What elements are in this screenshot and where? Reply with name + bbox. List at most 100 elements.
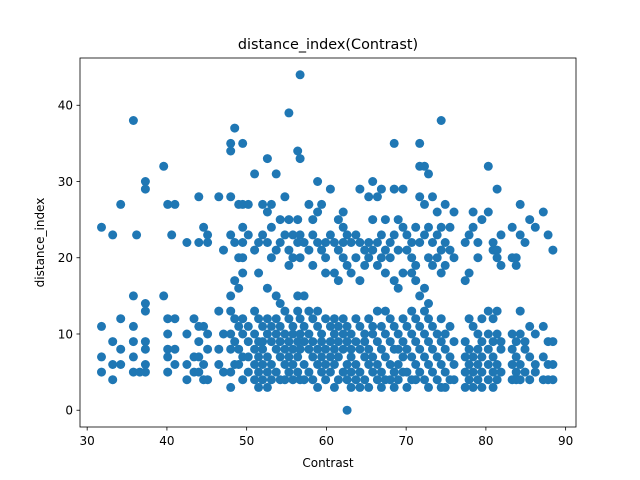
data-point xyxy=(525,321,535,331)
data-point xyxy=(525,352,535,362)
data-point xyxy=(473,329,483,339)
data-point xyxy=(355,238,365,247)
data-point xyxy=(230,276,240,286)
data-point xyxy=(163,314,173,324)
data-point xyxy=(295,154,305,164)
data-point xyxy=(266,337,276,347)
data-point xyxy=(445,321,455,331)
data-point xyxy=(440,382,450,392)
data-point xyxy=(473,344,483,354)
data-point xyxy=(351,230,361,240)
data-point xyxy=(266,360,276,369)
data-point xyxy=(288,360,298,369)
data-point xyxy=(329,382,339,392)
data-point xyxy=(385,337,395,347)
data-point xyxy=(496,230,506,240)
data-point xyxy=(464,268,474,278)
data-point xyxy=(488,367,498,377)
data-point xyxy=(226,138,236,148)
data-point xyxy=(411,222,421,232)
data-point xyxy=(525,375,535,385)
data-point xyxy=(488,337,498,347)
data-point xyxy=(477,337,487,347)
data-point xyxy=(325,321,335,331)
data-point xyxy=(284,260,294,270)
data-point xyxy=(295,329,305,339)
data-point xyxy=(140,306,150,316)
data-point xyxy=(271,329,281,339)
data-point xyxy=(226,344,236,354)
data-point xyxy=(355,276,365,286)
data-point xyxy=(313,321,323,331)
data-point xyxy=(398,184,408,194)
data-point xyxy=(159,161,169,171)
data-point xyxy=(424,169,433,179)
data-point xyxy=(304,306,314,316)
data-point xyxy=(275,238,285,247)
data-point xyxy=(280,344,290,354)
data-point xyxy=(445,245,455,255)
data-point xyxy=(492,329,502,339)
data-point xyxy=(275,337,285,347)
y-axis-label: distance_index xyxy=(33,198,47,288)
data-point xyxy=(262,329,272,339)
data-point xyxy=(317,199,327,209)
data-point xyxy=(440,260,450,270)
data-point xyxy=(214,360,224,369)
data-point xyxy=(132,230,142,240)
data-point xyxy=(329,344,339,354)
data-point xyxy=(496,337,506,347)
data-point xyxy=(432,375,442,385)
data-point xyxy=(411,260,421,270)
data-point xyxy=(226,329,236,339)
data-point xyxy=(116,199,126,209)
data-point xyxy=(402,382,412,392)
data-point xyxy=(194,337,204,347)
data-point xyxy=(234,321,244,331)
data-point xyxy=(507,222,517,232)
data-point xyxy=(288,344,298,354)
data-point xyxy=(271,169,281,179)
x-tick-label: 60 xyxy=(319,434,334,448)
data-point xyxy=(338,222,348,232)
data-point xyxy=(368,329,378,339)
data-point xyxy=(473,375,483,385)
data-point xyxy=(538,352,548,362)
data-point xyxy=(288,375,298,385)
data-point xyxy=(342,337,352,347)
data-point xyxy=(380,329,390,339)
data-point xyxy=(254,367,264,377)
y-axis-ticks: 0 10 20 30 40 xyxy=(58,99,80,418)
data-point xyxy=(266,321,276,331)
data-point xyxy=(376,344,386,354)
data-point xyxy=(262,207,272,217)
data-point xyxy=(515,230,525,240)
data-point xyxy=(308,337,318,347)
data-point xyxy=(226,192,236,202)
data-point xyxy=(393,245,403,255)
data-point xyxy=(266,253,276,263)
data-point xyxy=(460,367,470,377)
data-point xyxy=(271,314,281,324)
data-point xyxy=(411,276,421,286)
data-point xyxy=(507,360,517,369)
data-point xyxy=(140,344,150,354)
data-point xyxy=(317,367,327,377)
chart-title: distance_index(Contrast) xyxy=(238,37,418,53)
data-point xyxy=(530,360,540,369)
data-point xyxy=(355,184,365,194)
data-point xyxy=(170,360,180,369)
data-point xyxy=(258,337,268,347)
data-point xyxy=(492,245,502,255)
data-point xyxy=(460,382,470,392)
data-point xyxy=(280,306,290,316)
data-point xyxy=(530,367,540,377)
data-point xyxy=(214,192,224,202)
data-point xyxy=(313,344,323,354)
data-point xyxy=(258,375,268,385)
data-point xyxy=(275,299,285,308)
data-point xyxy=(163,199,173,209)
data-point xyxy=(464,360,474,369)
data-point xyxy=(308,215,318,225)
data-point xyxy=(299,360,309,369)
